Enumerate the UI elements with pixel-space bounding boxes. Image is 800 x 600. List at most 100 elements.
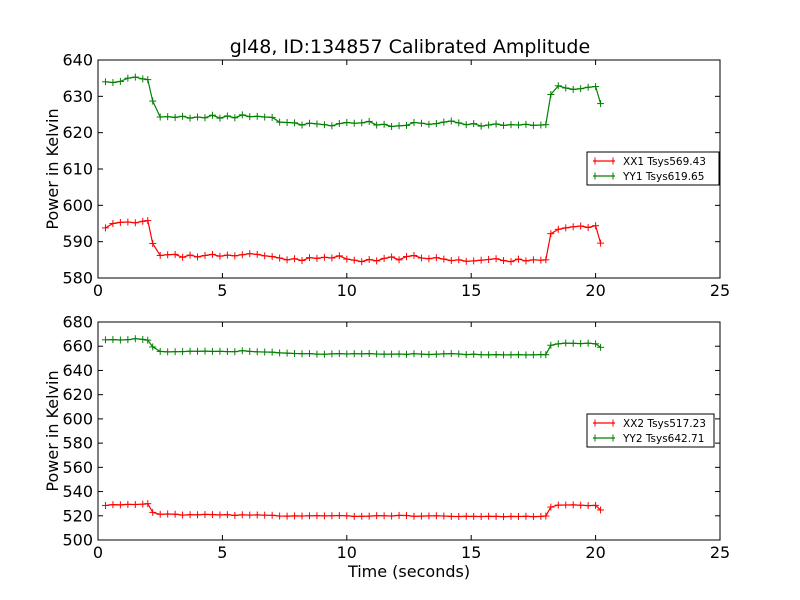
data-point — [380, 120, 388, 128]
data-point — [101, 78, 109, 86]
data-point — [569, 501, 577, 509]
data-point — [514, 121, 522, 129]
data-point — [156, 510, 164, 518]
data-point — [223, 348, 231, 356]
data-point — [542, 512, 550, 520]
data-point — [124, 500, 132, 508]
data-point — [179, 348, 187, 356]
top-panel: 0 5 10 15 20 25 580 590 600 610 620 630 640 Power in … — [43, 51, 730, 301]
y-tick-label: 610 — [62, 160, 93, 179]
data-point — [432, 254, 440, 262]
y-tick-label: 680 — [62, 313, 93, 332]
data-point — [440, 118, 448, 126]
data-point — [305, 119, 313, 127]
data-point — [283, 349, 291, 357]
data-point — [283, 256, 291, 264]
data-point — [462, 351, 470, 359]
legend-label: YY1 Tsys619.65 — [622, 171, 704, 183]
data-point — [455, 256, 463, 264]
data-point — [514, 351, 522, 359]
data-point — [201, 347, 209, 355]
data-point — [313, 120, 321, 128]
data-point — [335, 252, 343, 260]
data-point — [343, 118, 351, 126]
data-point — [440, 512, 448, 520]
data-point — [522, 512, 530, 520]
data-point — [492, 120, 500, 128]
data-point — [388, 350, 396, 358]
data-point — [253, 348, 261, 356]
data-point — [144, 76, 152, 84]
data-point — [313, 350, 321, 358]
data-point — [388, 122, 396, 130]
data-point — [542, 351, 550, 359]
data-point — [584, 223, 592, 231]
data-point — [101, 224, 109, 232]
data-point — [131, 73, 139, 81]
data-point — [231, 252, 239, 260]
data-point — [208, 111, 216, 119]
data-point — [462, 257, 470, 265]
x-tick-label: 0 — [93, 543, 103, 562]
legend-box — [586, 413, 715, 448]
data-point — [432, 512, 440, 520]
data-point — [410, 512, 418, 520]
data-point — [283, 512, 291, 520]
data-point — [403, 350, 411, 358]
data-point — [223, 251, 231, 259]
data-point — [547, 503, 555, 511]
data-point — [529, 256, 537, 264]
data-point — [500, 513, 508, 521]
data-point — [597, 343, 605, 351]
data-point — [417, 119, 425, 127]
data-point — [403, 121, 411, 129]
data-point — [542, 256, 550, 264]
data-point — [298, 121, 306, 129]
data-point — [462, 512, 470, 520]
data-point — [116, 218, 124, 226]
data-point — [320, 350, 328, 358]
data-point — [131, 219, 139, 227]
data-point — [597, 100, 605, 108]
data-point — [276, 254, 284, 262]
data-point — [144, 217, 152, 225]
data-point — [201, 510, 209, 518]
data-point — [238, 347, 246, 355]
data-point — [554, 82, 562, 90]
data-point — [485, 121, 493, 129]
data-point — [208, 511, 216, 519]
data-point — [522, 257, 530, 265]
x-tick-label: 25 — [710, 543, 730, 562]
y-tick-label: 660 — [62, 337, 93, 356]
data-point — [365, 350, 373, 358]
data-point — [313, 512, 321, 520]
data-point — [569, 339, 577, 347]
data-point — [529, 121, 537, 129]
data-point — [417, 350, 425, 358]
data-point — [208, 250, 216, 258]
data-point — [425, 120, 433, 128]
data-point — [388, 253, 396, 261]
data-point — [131, 335, 139, 343]
data-point — [562, 224, 570, 232]
data-point — [101, 336, 109, 344]
data-point — [547, 230, 555, 238]
legend-label: XX2 Tsys517.23 — [623, 418, 706, 430]
chart-title: gl48, ID:134857 Calibrated Amplitude — [230, 36, 590, 58]
data-point — [164, 510, 172, 518]
legend: XX2 Tsys517.23 YY2 Tsys642.71 — [586, 413, 715, 448]
y-tick-label: 620 — [62, 123, 93, 142]
data-point — [455, 350, 463, 358]
data-point — [291, 255, 299, 263]
data-point — [492, 351, 500, 359]
data-point — [298, 257, 306, 265]
x-tick-label: 15 — [461, 281, 481, 300]
data-point — [131, 501, 139, 509]
data-point — [268, 253, 276, 261]
data-point — [447, 512, 455, 520]
data-point — [246, 511, 254, 519]
data-point — [597, 506, 605, 514]
data-point — [388, 512, 396, 520]
data-point — [231, 348, 239, 356]
data-point — [485, 512, 493, 520]
